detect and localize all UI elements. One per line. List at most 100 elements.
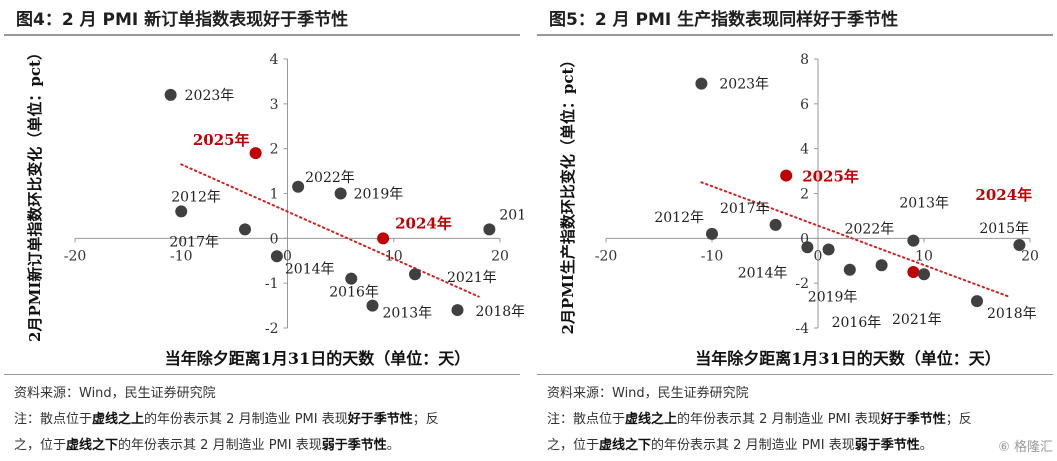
y-tick-label: 8	[800, 52, 809, 68]
footer-divider	[537, 374, 1053, 375]
y-tick-label: -1	[265, 276, 279, 292]
y-tick-label: 2	[270, 142, 279, 158]
point-label: 2012年	[654, 210, 704, 226]
note-text: ；反	[945, 412, 972, 427]
note-emphasis: 好于季节性	[880, 412, 946, 427]
note-text: 的年份表示其 2 月制造业 PMI 表现	[651, 438, 855, 453]
note-text: 注：散点位于	[547, 412, 626, 427]
point-label: 2022年	[305, 170, 355, 186]
point-label: 2023年	[719, 77, 769, 93]
y-tick-label: 4	[270, 52, 279, 68]
note-emphasis: 弱于季节性	[321, 438, 387, 453]
data-point	[706, 227, 718, 240]
point-label: 2013年	[899, 196, 949, 212]
watermark-icon: ⑥	[998, 440, 1014, 455]
x-tick-label: 10	[915, 248, 933, 264]
data-point	[164, 88, 177, 101]
y-axis-title: 2月PMI新订单指数环比变化（单位：pct）	[26, 45, 44, 342]
point-label: 2015年	[979, 221, 1029, 237]
scatter-chart-production: -20 -10 0 10 20-4-2024682023年2025年2017年2012年…	[559, 52, 1039, 368]
explanation-note-cont: 之，位于虚线之下的年份表示其 2 月制造业 PMI 表现弱于季节性。	[547, 434, 933, 453]
x-tick-label: 0	[283, 248, 292, 264]
note-emphasis: 虚线之上	[625, 412, 678, 427]
point-label: 2024年	[395, 214, 452, 232]
data-point	[822, 243, 835, 256]
footer-divider	[4, 374, 520, 375]
source-note: 资料来源：Wind，民生证券研究院	[14, 386, 216, 401]
title-divider	[537, 34, 1053, 36]
note-text: 的年份表示其 2 月制造业 PMI 表现	[118, 438, 322, 453]
x-axis-title: 当年除夕距离1月31日的天数（单位：天）	[695, 349, 1000, 368]
explanation-note: 注：散点位于虚线之上的年份表示其 2 月制造业 PMI 表现好于季节性；反	[547, 408, 972, 427]
point-label: 2019年	[354, 187, 404, 203]
data-point	[334, 187, 347, 200]
point-label: 2025年	[802, 168, 859, 186]
data-point	[1013, 239, 1026, 252]
point-label: 2013年	[383, 306, 433, 322]
note-text: 的年份表示其 2 月制造业 PMI 表现	[144, 412, 348, 427]
point-label: 2021年	[892, 312, 942, 328]
point-label: 2012年	[171, 189, 221, 205]
data-point	[270, 250, 283, 263]
data-point	[907, 265, 920, 278]
note-emphasis: 虚线之下	[599, 438, 652, 453]
watermark-logo: ⑥ 格隆汇	[998, 440, 1053, 455]
data-point	[483, 223, 496, 236]
point-label: 2021年	[447, 270, 497, 286]
y-axis-title: 2月PMI生产指数环比变化（单位：pct）	[559, 53, 577, 335]
data-point	[769, 218, 782, 231]
data-point	[175, 205, 188, 218]
note-emphasis: 虚线之上	[92, 412, 145, 427]
point-label: 2022年	[845, 222, 895, 238]
chart-title: 图4：2 月 PMI 新订单指数表现好于季节性	[16, 10, 349, 30]
data-point	[292, 180, 305, 193]
scatter-chart-new-orders: -20 -10 0 10 20-2-1012342023年2025年2022年2019年…	[26, 45, 524, 368]
point-label: 2014年	[738, 265, 788, 281]
note-text: 。	[386, 438, 400, 453]
explanation-note: 注：散点位于虚线之上的年份表示其 2 月制造业 PMI 表现好于季节性；反	[14, 408, 439, 427]
data-point	[971, 295, 983, 308]
note-text: 之，位于	[14, 438, 67, 453]
data-point	[801, 241, 814, 254]
point-label: 2018年	[987, 306, 1037, 322]
x-tick-label: 20	[491, 248, 509, 264]
data-point	[366, 299, 379, 312]
y-tick-label: 0	[800, 231, 809, 247]
note-text: 之，位于	[547, 438, 600, 453]
data-point	[451, 304, 464, 317]
point-label: 2023年	[185, 88, 235, 104]
y-tick-label: 1	[270, 187, 279, 203]
explanation-note-cont: 之，位于虚线之下的年份表示其 2 月制造业 PMI 表现弱于季节性。	[14, 434, 400, 453]
note-emphasis: 好于季节性	[347, 412, 413, 427]
point-label: 2014年	[285, 261, 335, 277]
data-point	[377, 232, 390, 245]
data-point	[843, 263, 856, 276]
note-text: 。	[919, 438, 933, 453]
point-label: 2016年	[832, 315, 882, 331]
data-point	[780, 169, 793, 182]
data-point	[409, 268, 421, 281]
title-divider	[4, 34, 520, 36]
note-text: 注：散点位于	[14, 412, 93, 427]
point-label: 2017年	[169, 234, 219, 250]
y-tick-label: -2	[795, 276, 809, 292]
x-tick-label: -10	[170, 248, 193, 264]
data-point	[345, 272, 358, 285]
data-point	[907, 234, 920, 247]
y-tick-label: 3	[270, 97, 279, 113]
note-text: 的年份表示其 2 月制造业 PMI 表现	[677, 412, 881, 427]
data-point	[249, 147, 262, 160]
y-tick-label: 2	[800, 187, 809, 203]
data-point	[695, 77, 708, 90]
x-tick-label: -20	[595, 248, 618, 264]
trend-line	[180, 163, 480, 298]
x-axis-title: 当年除夕距离1月31日的天数（单位：天）	[165, 349, 470, 368]
data-point	[875, 259, 888, 272]
note-emphasis: 虚线之下	[66, 438, 119, 453]
y-tick-label: 6	[800, 97, 809, 113]
point-label: 2024年	[975, 186, 1032, 204]
trend-line	[700, 181, 1010, 298]
note-text: ；反	[412, 412, 439, 427]
chart-title: 图5：2 月 PMI 生产指数表现同样好于季节性	[549, 10, 899, 30]
chart-panel-right: 图5：2 月 PMI 生产指数表现同样好于季节性 -20 -10 0 10 20 -4 -2…	[533, 0, 1057, 461]
